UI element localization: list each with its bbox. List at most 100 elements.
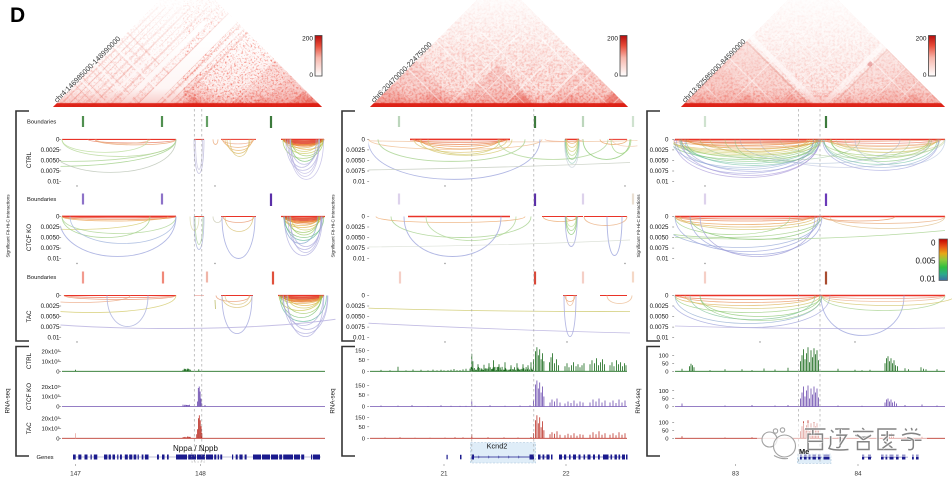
svg-text:0: 0 xyxy=(665,405,669,411)
svg-text:Significant Fit-Hi-C interacti: Significant Fit-Hi-C interactions xyxy=(636,194,641,258)
svg-text:Significant Fit-Hi-C interacti: Significant Fit-Hi-C interactions xyxy=(6,194,11,258)
svg-text:0: 0 xyxy=(309,72,313,79)
svg-text:CTCF KO: CTCF KO xyxy=(26,224,33,251)
svg-text:0.0050: 0.0050 xyxy=(650,158,669,165)
svg-text:200: 200 xyxy=(916,36,927,43)
svg-text:0: 0 xyxy=(56,137,60,144)
svg-text:0.0050: 0.0050 xyxy=(41,314,60,321)
svg-text:0.005: 0.005 xyxy=(915,257,936,266)
svg-text:21: 21 xyxy=(440,471,448,478)
svg-text:0: 0 xyxy=(56,214,60,221)
svg-text:0.01: 0.01 xyxy=(656,179,669,186)
svg-text:0.0050: 0.0050 xyxy=(346,235,365,242)
svg-text:50: 50 xyxy=(358,358,365,364)
svg-text:0: 0 xyxy=(665,369,669,375)
svg-text:150: 150 xyxy=(355,348,366,354)
svg-text:0.0075: 0.0075 xyxy=(41,168,60,175)
svg-text:RNA-seq: RNA-seq xyxy=(5,388,12,414)
svg-text:0.0025: 0.0025 xyxy=(346,147,365,154)
svg-text:0: 0 xyxy=(931,238,936,247)
svg-text:0.0050: 0.0050 xyxy=(650,314,669,321)
svg-text:0.01: 0.01 xyxy=(47,256,60,263)
svg-text:0.01: 0.01 xyxy=(47,179,60,186)
svg-text:0.0075: 0.0075 xyxy=(346,245,365,252)
svg-text:0.0025: 0.0025 xyxy=(650,224,669,231)
svg-text:0.0075: 0.0075 xyxy=(346,324,365,331)
svg-text:RNA-seq: RNA-seq xyxy=(635,388,642,414)
svg-text:0: 0 xyxy=(665,436,669,442)
svg-text:0.0050: 0.0050 xyxy=(346,314,365,321)
svg-text:Boundaries: Boundaries xyxy=(27,120,56,126)
svg-text:0.0075: 0.0075 xyxy=(41,245,60,252)
svg-text:22: 22 xyxy=(562,471,570,478)
svg-text:Boundaries: Boundaries xyxy=(27,275,56,281)
svg-text:TAC: TAC xyxy=(26,310,33,322)
svg-text:Boundaries: Boundaries xyxy=(27,197,56,203)
svg-text:200: 200 xyxy=(607,36,618,43)
svg-text:0: 0 xyxy=(56,436,60,442)
svg-text:0.01: 0.01 xyxy=(656,256,669,263)
svg-text:0.01: 0.01 xyxy=(353,179,366,186)
svg-text:0: 0 xyxy=(362,405,366,411)
svg-text:0: 0 xyxy=(923,72,927,79)
svg-text:0.0075: 0.0075 xyxy=(650,168,669,175)
svg-text:20x10³: 20x10³ xyxy=(41,417,59,423)
svg-text:0.0050: 0.0050 xyxy=(41,158,60,165)
svg-text:10x10³: 10x10³ xyxy=(41,395,59,401)
svg-text:0: 0 xyxy=(665,214,669,221)
svg-text:50: 50 xyxy=(662,428,669,434)
svg-text:150: 150 xyxy=(355,415,366,421)
svg-text:0: 0 xyxy=(362,137,366,144)
svg-text:0.0025: 0.0025 xyxy=(346,303,365,310)
svg-text:0: 0 xyxy=(665,293,669,300)
svg-text:148: 148 xyxy=(195,471,206,478)
svg-text:0.0025: 0.0025 xyxy=(650,147,669,154)
svg-text:CTRL: CTRL xyxy=(26,352,33,369)
svg-text:100: 100 xyxy=(659,389,670,395)
svg-text:50: 50 xyxy=(662,361,669,367)
svg-text:Nppa / Nppb: Nppa / Nppb xyxy=(173,444,218,453)
svg-text:0.0025: 0.0025 xyxy=(346,224,365,231)
svg-text:0.0050: 0.0050 xyxy=(41,235,60,242)
svg-text:Significant Fit-Hi-C interacti: Significant Fit-Hi-C interactions xyxy=(331,194,336,258)
svg-text:50: 50 xyxy=(662,397,669,403)
svg-text:20x10³: 20x10³ xyxy=(41,385,59,391)
svg-text:0: 0 xyxy=(614,72,618,79)
svg-text:0.0025: 0.0025 xyxy=(650,303,669,310)
svg-text:0.01: 0.01 xyxy=(920,275,936,284)
svg-text:0: 0 xyxy=(56,369,60,375)
svg-text:0.0075: 0.0075 xyxy=(41,324,60,331)
svg-text:147: 147 xyxy=(70,471,81,478)
svg-text:0: 0 xyxy=(362,369,366,375)
svg-text:0.0025: 0.0025 xyxy=(41,224,60,231)
svg-text:0.0025: 0.0025 xyxy=(41,303,60,310)
svg-text:Genes: Genes xyxy=(37,455,54,461)
svg-text:0.0075: 0.0075 xyxy=(650,245,669,252)
svg-text:0: 0 xyxy=(362,214,366,221)
svg-text:83: 83 xyxy=(732,471,740,478)
svg-text:Kcnd2: Kcnd2 xyxy=(487,442,508,451)
svg-text:0: 0 xyxy=(362,436,366,442)
svg-text:50: 50 xyxy=(358,393,365,399)
svg-text:0: 0 xyxy=(362,293,366,300)
svg-text:CTCF KO: CTCF KO xyxy=(26,383,33,410)
svg-text:0: 0 xyxy=(56,405,60,411)
svg-text:0.01: 0.01 xyxy=(47,335,60,342)
svg-text:0: 0 xyxy=(56,293,60,300)
svg-text:0.0075: 0.0075 xyxy=(346,168,365,175)
svg-text:0.01: 0.01 xyxy=(656,335,669,342)
svg-text:Me: Me xyxy=(799,447,809,456)
svg-text:D: D xyxy=(10,4,25,27)
svg-text:0.01: 0.01 xyxy=(353,335,366,342)
svg-text:0.0050: 0.0050 xyxy=(650,235,669,242)
svg-text:0: 0 xyxy=(665,137,669,144)
svg-text:0.0025: 0.0025 xyxy=(41,147,60,154)
svg-text:RNA-seq: RNA-seq xyxy=(330,388,337,414)
svg-text:100: 100 xyxy=(659,354,670,360)
svg-text:10x10³: 10x10³ xyxy=(41,426,59,432)
svg-text:200: 200 xyxy=(302,36,313,43)
svg-text:0.0075: 0.0075 xyxy=(650,324,669,331)
svg-text:50: 50 xyxy=(358,425,365,431)
svg-text:0.0050: 0.0050 xyxy=(346,158,365,165)
svg-text:CTRL: CTRL xyxy=(26,151,33,168)
